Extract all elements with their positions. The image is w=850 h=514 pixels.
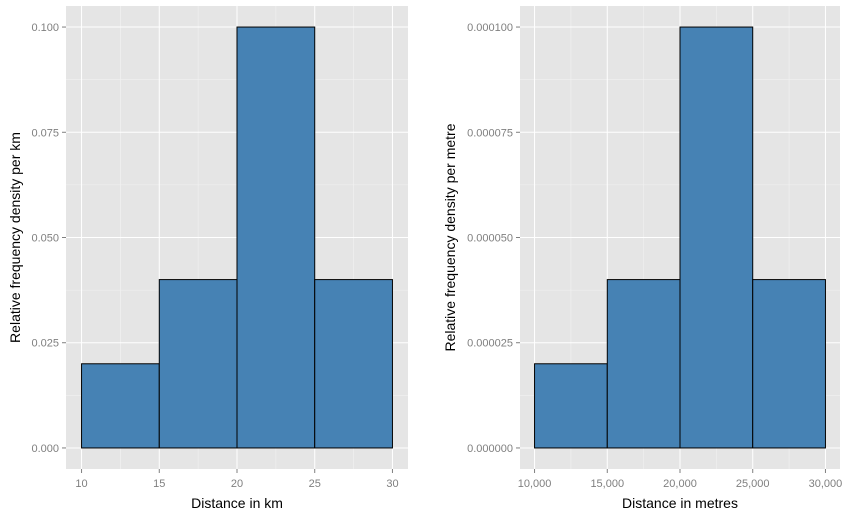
y-axis-title: Relative frequency density per km (7, 132, 23, 343)
y-tick-label: 0.000075 (467, 127, 513, 139)
y-tick-label: 0.100 (31, 22, 59, 34)
chart-panel-m: 10,000 15,000 20,000 25,000 30,000 0.000000 0.… (442, 6, 842, 511)
x-tick-label: 15 (153, 478, 165, 490)
y-axis-title: Relative frequency density per metre (442, 123, 458, 351)
histogram-bar (752, 279, 826, 449)
x-tick-label: 30,000 (809, 478, 843, 490)
x-tick-label: 25 (309, 478, 321, 490)
y-tick-label: 0.000050 (467, 233, 513, 245)
chart-panel-km: 10 15 20 25 30 0.000 0.025 0.050 0.075 0.100 Dista… (7, 6, 408, 511)
y-tick-label: 0.075 (31, 127, 59, 139)
histogram-bar (606, 279, 681, 449)
y-tick-label: 0.000 (31, 443, 59, 455)
histogram-bar (158, 279, 238, 449)
x-tick-label: 25,000 (736, 478, 770, 490)
y-tick-label: 0.050 (31, 233, 59, 245)
histogram-bar (81, 363, 160, 449)
x-tick-label: 10 (75, 478, 87, 490)
x-tick-label: 30 (386, 478, 398, 490)
x-axis-title: Distance in km (191, 495, 283, 511)
x-tick-label: 15,000 (590, 478, 624, 490)
histogram-bar (679, 26, 754, 449)
histogram-bar (236, 26, 316, 449)
x-axis-title: Distance in metres (622, 495, 738, 511)
y-tick-label: 0.000100 (467, 22, 513, 34)
x-tick-label: 10,000 (518, 478, 552, 490)
y-tick-label: 0.025 (31, 338, 59, 350)
x-tick-label: 20,000 (663, 478, 697, 490)
histogram-bar (534, 363, 608, 449)
histogram-bar (314, 279, 393, 449)
y-tick-label: 0.000000 (467, 443, 513, 455)
x-tick-label: 20 (231, 478, 243, 490)
y-tick-label: 0.000025 (467, 338, 513, 350)
